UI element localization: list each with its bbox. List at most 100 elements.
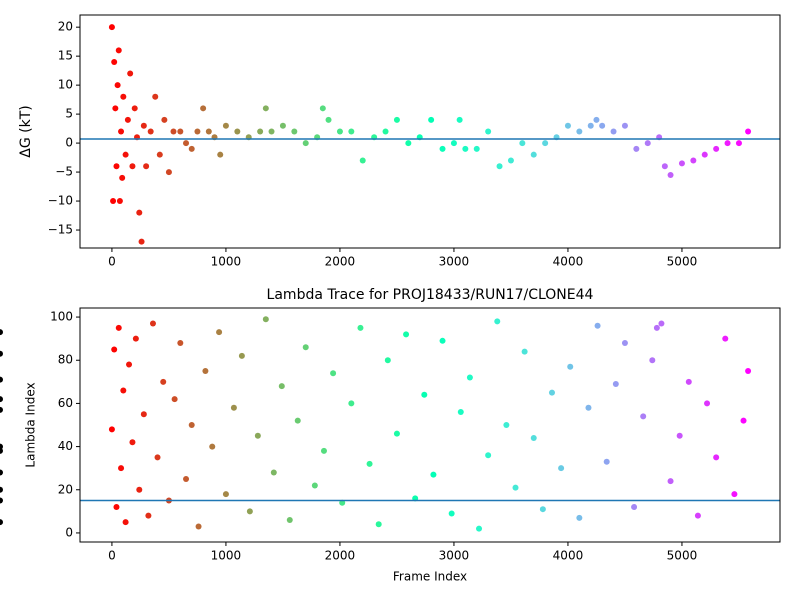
point: [302, 140, 309, 147]
point: [131, 105, 138, 112]
point: [238, 352, 245, 359]
point: [485, 452, 492, 459]
point: [154, 454, 161, 461]
point: [366, 460, 373, 467]
point: [140, 122, 147, 129]
point: [393, 116, 400, 123]
point: [745, 368, 752, 375]
point: [348, 400, 355, 407]
point: [119, 174, 126, 181]
point: [593, 116, 600, 123]
point: [357, 324, 364, 331]
point: [621, 339, 628, 346]
point: [701, 151, 708, 158]
point: [112, 105, 119, 112]
point: [0, 376, 3, 383]
point: [612, 380, 619, 387]
y-tick-label: −15: [48, 223, 73, 237]
x-tick-label: 3000: [439, 549, 470, 563]
point: [156, 151, 163, 158]
point: [610, 128, 617, 135]
point: [644, 140, 651, 147]
point: [0, 350, 3, 357]
y-tick-label: 20: [58, 20, 73, 34]
point: [165, 169, 172, 176]
point: [330, 370, 337, 377]
point: [0, 396, 3, 403]
point: [278, 383, 285, 390]
x-tick-label: 5000: [667, 255, 698, 269]
y-tick-label: 20: [58, 482, 73, 496]
y-tick-label: −5: [55, 165, 73, 179]
point: [558, 465, 565, 472]
point: [127, 70, 134, 77]
point: [745, 128, 752, 135]
point: [690, 157, 697, 164]
x-tick-label: 3000: [439, 255, 470, 269]
point: [494, 318, 501, 325]
point: [658, 320, 665, 327]
point: [0, 447, 3, 454]
point: [519, 140, 526, 147]
point: [291, 128, 298, 135]
point: [111, 58, 118, 65]
point: [476, 525, 483, 532]
y-tick-label: 10: [58, 78, 73, 92]
point: [439, 145, 446, 152]
y-axis-label: Lambda Index: [24, 382, 38, 467]
point: [262, 316, 269, 323]
point: [512, 484, 519, 491]
point: [111, 346, 118, 353]
point: [428, 116, 435, 123]
point: [319, 105, 326, 112]
point: [138, 238, 145, 245]
point: [713, 145, 720, 152]
point: [375, 521, 382, 528]
y-tick-label: 100: [50, 310, 73, 324]
point: [216, 329, 223, 336]
point: [234, 128, 241, 135]
point: [294, 417, 301, 424]
point: [735, 140, 742, 147]
axes-frame: [79, 307, 781, 543]
point: [485, 128, 492, 135]
x-tick-label: 4000: [553, 255, 584, 269]
y-tick-label: 40: [58, 439, 73, 453]
point: [567, 363, 574, 370]
point: [603, 458, 610, 465]
point: [122, 519, 129, 526]
point: [115, 47, 122, 54]
point: [503, 422, 510, 428]
point: [209, 443, 216, 450]
point: [171, 396, 178, 403]
point: [0, 497, 3, 504]
point: [462, 145, 469, 152]
y-tick-label: 80: [58, 353, 73, 367]
point: [177, 339, 184, 346]
point: [136, 209, 143, 216]
point: [136, 486, 143, 493]
point: [740, 417, 747, 424]
point: [496, 163, 503, 170]
point: [116, 198, 123, 205]
point: [382, 128, 389, 135]
point: [161, 116, 168, 123]
point: [576, 514, 583, 521]
point: [129, 163, 136, 170]
point: [0, 519, 3, 526]
point: [145, 512, 152, 519]
x-tick-label: 5000: [667, 549, 698, 563]
point: [576, 128, 583, 135]
point: [268, 128, 275, 135]
point: [466, 374, 473, 381]
point: [325, 116, 332, 123]
point: [302, 344, 309, 351]
point: [564, 122, 571, 129]
point: [183, 475, 190, 482]
point: [194, 128, 201, 135]
point: [160, 378, 167, 385]
point: [421, 391, 428, 398]
point: [731, 491, 738, 498]
point: [262, 105, 269, 112]
y-axis-label: ΔG (kT): [18, 105, 34, 157]
